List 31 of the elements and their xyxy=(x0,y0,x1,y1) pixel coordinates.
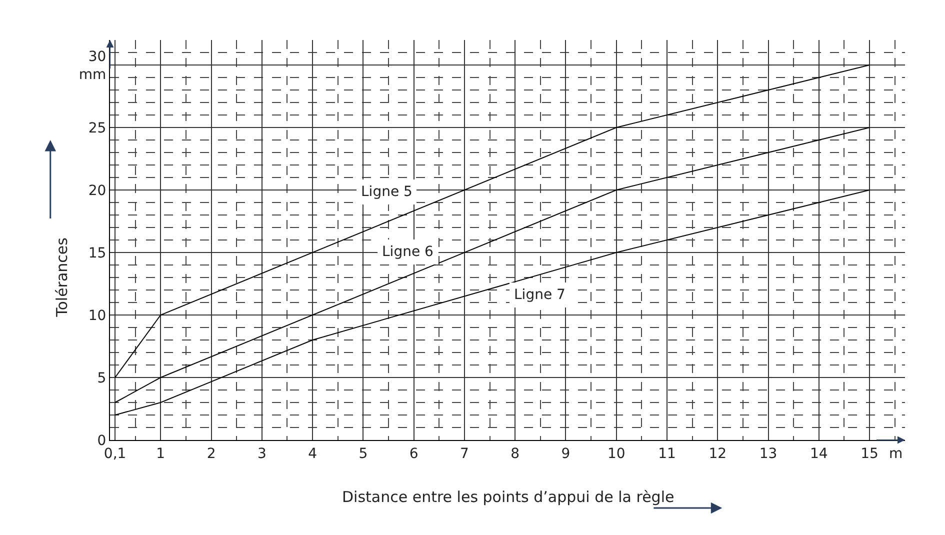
x-tick-label: 2 xyxy=(206,446,216,462)
x-tick-label: 10 xyxy=(607,446,626,462)
x-tick-label: 13 xyxy=(759,446,778,462)
x-tick-label: 12 xyxy=(708,446,727,462)
y-tick-label: 25 xyxy=(88,120,106,136)
x-tick-label: 15 xyxy=(860,446,878,462)
x-tick-label: 9 xyxy=(561,446,570,462)
line-series xyxy=(114,64,870,378)
x-tick-label: 11 xyxy=(658,446,676,462)
y-tick-label: 30 mm xyxy=(78,48,106,83)
y-tick-label: 0 xyxy=(97,432,106,449)
y-tick-label: 15 xyxy=(88,245,106,262)
x-tick-label: 8 xyxy=(510,446,520,462)
y-axis-title: Tolérances xyxy=(52,237,71,318)
x-tick-label: 7 xyxy=(460,446,469,462)
series-label: Ligne 7 xyxy=(514,287,566,303)
y-tick-label: 20 xyxy=(88,182,106,199)
x-tick-label: 14 xyxy=(810,446,828,462)
y-tick-label: 5 xyxy=(97,370,106,386)
x-tick-label: 6 xyxy=(409,446,418,462)
x-tick-label: 0,1 xyxy=(104,446,126,462)
series-label: Ligne 5 xyxy=(361,184,412,200)
x-tick-label: 1 xyxy=(156,446,166,462)
text: m xyxy=(889,446,903,462)
x-axis-title: Distance entre les points d’appui de la règle xyxy=(342,488,674,506)
line-series xyxy=(114,127,870,403)
y-tick-label: 10 xyxy=(88,308,106,324)
x-tick-label: 4 xyxy=(308,446,318,462)
x-tick-label: 5 xyxy=(358,446,368,462)
series-label: Ligne 6 xyxy=(382,244,434,260)
x-tick-label: 3 xyxy=(257,446,266,462)
